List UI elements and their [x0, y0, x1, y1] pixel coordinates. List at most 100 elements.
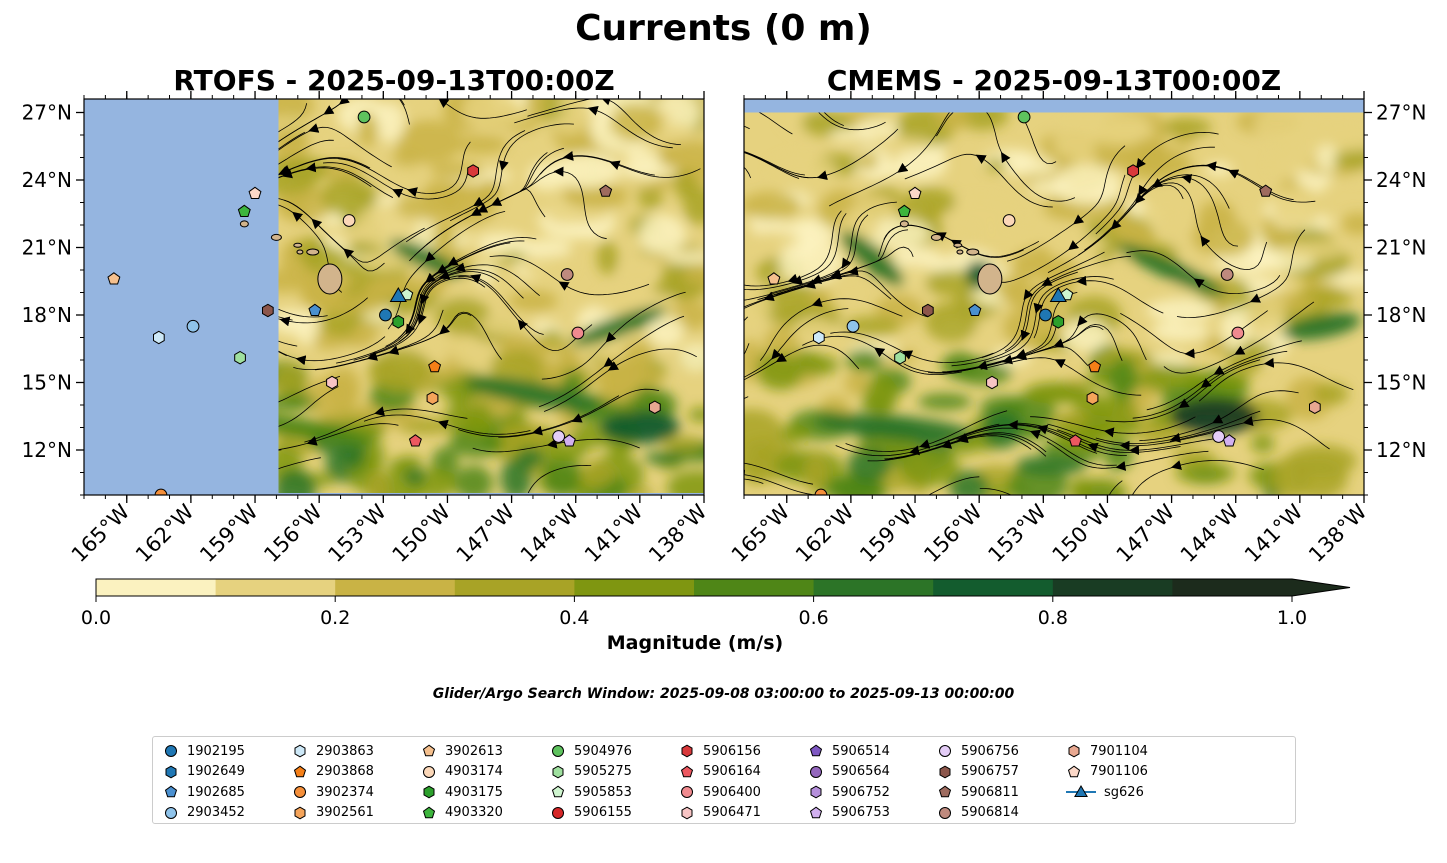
platform-5906756	[1212, 430, 1226, 443]
legend-item: 5906753	[808, 803, 890, 824]
colorbar-segment	[96, 579, 217, 596]
current-magnitude-field	[744, 112, 1364, 495]
platform-2903868	[1088, 359, 1102, 373]
circle-marker-icon	[422, 765, 436, 778]
colorbar-segment	[215, 579, 336, 596]
platform-4903320	[237, 204, 251, 217]
legend-column: 2903863 2903868 3902374 3902561	[292, 741, 374, 823]
colorbar-tick-label: 0.0	[81, 607, 111, 629]
legend-column: 5906156 5906164 5906400 5906471	[679, 741, 761, 823]
platform-5906164	[408, 434, 422, 447]
legend-label: 2903868	[316, 764, 374, 780]
colorbar: 0.0 0.2 0.4 0.6 0.8 1.0	[81, 578, 1351, 629]
x-tick-label: 150°W	[388, 499, 456, 567]
legend-item: 5906752	[808, 782, 890, 803]
hexagon-marker-icon	[681, 744, 693, 758]
search-window-note: Glider/Argo Search Window: 2025-09-08 03…	[432, 686, 1015, 702]
hawaiian-islands	[899, 220, 1003, 295]
legend-label: 1902649	[187, 764, 245, 780]
platform-5905275	[234, 350, 246, 365]
platform-3902561	[426, 391, 439, 405]
platform-7901104	[649, 400, 661, 414]
legend-item: 2903452	[163, 803, 245, 824]
platform-5906471	[326, 375, 338, 390]
hexagon-marker-icon	[1068, 744, 1080, 758]
x-tick-label: 141°W	[1240, 499, 1308, 567]
hexagon-marker-icon	[423, 785, 435, 799]
x-tick-label: 150°W	[1048, 499, 1116, 567]
panel-title-rtofs: RTOFS - 2025-09-13T00:00Z	[173, 64, 615, 97]
legend-label: 5904976	[574, 743, 632, 759]
circle-marker-icon	[164, 745, 178, 758]
y-tick-label: 24°N	[22, 168, 72, 192]
legend-label: 5906756	[961, 743, 1019, 759]
pentagon-marker-icon	[809, 806, 823, 818]
legend-column: 5904976 5905275 5905853 5906155	[550, 741, 632, 823]
legend-column: 1902195 1902649 1902685 2903452	[163, 741, 245, 823]
colorbar-tick-label: 0.6	[798, 607, 828, 629]
circle-marker-icon	[938, 806, 952, 819]
colorbar-label: Magnitude (m/s)	[606, 632, 784, 654]
platform-1902195	[1039, 308, 1052, 322]
colorbar-segment	[454, 579, 575, 596]
pentagon-marker-icon	[293, 765, 307, 777]
legend-item: 2903863	[292, 741, 374, 762]
legend-item: 7901104	[1066, 741, 1148, 762]
colorbar-segment	[1172, 579, 1293, 596]
platform-5906164	[1068, 434, 1082, 447]
platform-5906757	[922, 303, 934, 318]
legend-item: 4903174	[421, 762, 503, 783]
axes-frame	[743, 98, 1365, 496]
platform-markers	[767, 110, 1321, 495]
legend-column: 3902613 4903174 4903175 4903320	[421, 741, 503, 823]
colorbar-segment	[933, 579, 1054, 596]
platform-5906756	[552, 430, 566, 443]
y-tick-label: 15°N	[22, 371, 72, 395]
x-tick-label: 162°W	[791, 499, 859, 567]
legend-label: 5906155	[574, 805, 632, 821]
x-tick-label: 159°W	[195, 499, 263, 567]
platform-2903868	[428, 359, 442, 373]
legend-label: 5906757	[961, 764, 1019, 780]
x-tick-label: 165°W	[67, 499, 135, 567]
legend-label: 4903174	[445, 764, 503, 780]
x-tick-label: 144°W	[516, 499, 584, 567]
legend-label: 3902561	[316, 805, 374, 821]
x-tick-label: 153°W	[323, 499, 391, 567]
x-tick-label: 147°W	[1112, 499, 1180, 567]
legend-item: 5906471	[679, 803, 761, 824]
platform-4903174	[342, 214, 356, 227]
legend-item: 5906164	[679, 762, 761, 783]
y-tick-label: 21°N	[1376, 236, 1426, 260]
legend-item: 5906400	[679, 782, 761, 803]
legend-label: 5906471	[703, 805, 761, 821]
legend-label: 5906814	[961, 805, 1019, 821]
y-tick-label: 12°N	[22, 438, 72, 462]
legend-item: 4903175	[421, 782, 503, 803]
legend-label: 4903175	[445, 784, 503, 800]
x-tick-label: 138°W	[1304, 499, 1372, 567]
legend-label: 1902195	[187, 743, 245, 759]
hexagon-marker-icon	[294, 744, 306, 758]
legend-label: 5905275	[574, 764, 632, 780]
platform-1902195	[379, 308, 392, 322]
colorbar-segment	[813, 579, 934, 596]
hexagon-marker-icon	[552, 765, 564, 779]
colorbar-tick-label: 0.4	[559, 607, 589, 629]
legend-label: 4903320	[445, 805, 503, 821]
platform-5906471	[986, 375, 998, 390]
colorbar-tick-label: 1.0	[1277, 607, 1307, 629]
legend-label: 5906753	[832, 805, 890, 821]
platform-7901104	[1309, 400, 1321, 414]
legend-label: sg626	[1104, 784, 1144, 800]
y-tick-label: 27°N	[1376, 101, 1426, 125]
legend-label: 5906164	[703, 764, 761, 780]
circle-marker-icon	[551, 806, 565, 819]
pentagon-marker-icon	[809, 744, 823, 757]
pentagon-marker-icon	[422, 744, 436, 757]
platform-2903452	[186, 319, 200, 333]
circle-marker-icon	[164, 806, 178, 819]
legend-item: 2903868	[292, 762, 374, 783]
legend-column: 5906756 5906757 5906811 5906814	[937, 741, 1019, 823]
legend-label: 7901106	[1090, 764, 1148, 780]
